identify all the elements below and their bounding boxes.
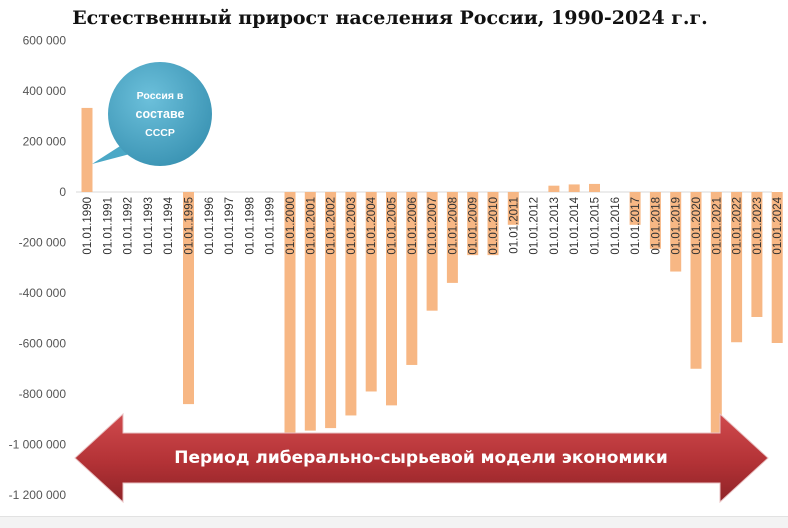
x-tick-label: 01.01.2015 [590, 197, 602, 255]
x-tick-label: 01.01.2014 [569, 196, 581, 254]
x-tick-label: 01.01.2002 [326, 197, 338, 255]
y-tick-label: -400 000 [19, 286, 67, 300]
x-tick-label: 01.01.2013 [549, 197, 561, 255]
bar-01.01.2014 [568, 184, 580, 192]
bar-01.01.2000 [284, 192, 296, 434]
x-tick-label: 01.01.1990 [82, 197, 94, 255]
bar-01.01.2013 [548, 185, 560, 192]
x-tick-label: 01.01.2009 [468, 197, 480, 255]
x-tick-label: 01.01.1994 [163, 196, 175, 254]
x-tick-label: 01.01.1996 [204, 197, 216, 255]
bubble-line-2: составе [136, 107, 185, 121]
x-tick-label: 01.01.2012 [529, 197, 541, 255]
bar-01.01.2020 [690, 192, 702, 369]
bar-01.01.2017 [629, 192, 641, 225]
x-tick-label: 01.01.2010 [488, 197, 500, 255]
x-tick-label: 01.01.2004 [366, 196, 378, 254]
bar-01.01.2009 [467, 192, 479, 256]
x-axis: 01.01.1990 01.01.1991 01.01.1992 01.01.1993… [82, 196, 784, 254]
ussr-bubble: Россия в составе СССР [92, 62, 212, 166]
x-tick-label: 01.01.2001 [305, 197, 317, 255]
bar-01.01.2008 [446, 192, 458, 283]
bars [81, 107, 783, 434]
bubble-circle [108, 62, 212, 166]
y-tick-label: -1 200 000 [9, 488, 67, 502]
x-tick-label: 01.01.2000 [285, 197, 297, 255]
x-tick-label: 01.01.2011 [508, 197, 520, 254]
x-tick-label: 01.01.2005 [387, 197, 399, 255]
y-tick-label: 200 000 [23, 135, 67, 149]
x-tick-label: 01.01.2007 [427, 197, 439, 255]
bar-01.01.2015 [589, 183, 600, 192]
bar-01.01.2011 [507, 192, 519, 225]
bar-01.01.2007 [426, 192, 438, 311]
bar-01.01.2001 [304, 192, 316, 431]
bar-01.01.1990 [81, 107, 93, 192]
bar-01.01.2002 [325, 192, 337, 429]
x-tick-label: 01.01.2020 [691, 197, 703, 255]
y-tick-label: -1 000 000 [9, 438, 67, 452]
x-tick-label: 01.01.2017 [630, 197, 642, 255]
bar-01.01.2003 [345, 192, 357, 416]
bar-01.01.2018 [649, 192, 661, 249]
bubble-line-3: СССР [145, 127, 175, 139]
chart-canvas: Естественный прирост населения России, 1… [9, 7, 784, 504]
x-tick-label: 01.01.1998 [244, 197, 256, 255]
bar-01.01.2010 [487, 192, 499, 256]
bar-01.01.2005 [386, 192, 397, 406]
bar-01.01.2019 [670, 192, 682, 272]
y-tick-label: -600 000 [19, 337, 67, 351]
y-tick-label: 400 000 [23, 84, 67, 98]
bar-01.01.2021 [710, 192, 722, 434]
x-tick-label: 01.01.2023 [752, 197, 764, 255]
x-tick-label: 01.01.1999 [265, 197, 277, 255]
x-tick-label: 01.01.2019 [671, 197, 683, 255]
x-tick-label: 01.01.2024 [772, 196, 784, 254]
arrow-shape [74, 412, 769, 504]
bar-01.01.2023 [751, 192, 763, 317]
x-tick-label: 01.01.2008 [447, 197, 459, 255]
x-tick-label: 01.01.1992 [123, 197, 135, 255]
x-tick-label: 01.01.2021 [711, 197, 723, 255]
y-tick-label: -200 000 [19, 236, 67, 250]
y-tick-label: 0 [59, 185, 66, 199]
y-axis: 600 000 400 000 200 000 0 -200 000 -400 000 -6… [9, 34, 772, 502]
x-tick-label: 01.01.1991 [102, 197, 114, 255]
x-tick-label: 01.01.2016 [610, 197, 622, 255]
x-tick-label: 01.01.2022 [732, 197, 744, 255]
y-tick-label: -800 000 [19, 387, 67, 401]
footer-strip [0, 516, 788, 528]
x-tick-label: 01.01.2018 [650, 197, 662, 255]
bar-01.01.2022 [731, 192, 743, 343]
x-tick-label: 01.01.1995 [184, 197, 196, 255]
arrow-label: Период либерально-сырьевой модели эконом… [174, 448, 668, 468]
period-arrow: Период либерально-сырьевой модели эконом… [74, 412, 769, 504]
bar-01.01.2024 [771, 192, 783, 343]
bar-01.01.1995 [183, 192, 194, 405]
x-tick-label: 01.01.1993 [143, 197, 155, 255]
x-tick-label: 01.01.2006 [407, 197, 419, 255]
bubble-line-1: Россия в [137, 90, 184, 102]
chart-title: Естественный прирост населения России, 1… [72, 7, 708, 29]
bar-01.01.2006 [406, 192, 418, 365]
y-tick-label: 600 000 [23, 34, 67, 48]
x-tick-label: 01.01.2003 [346, 197, 358, 255]
bar-01.01.2004 [365, 192, 377, 392]
x-tick-label: 01.01.1997 [224, 197, 236, 255]
